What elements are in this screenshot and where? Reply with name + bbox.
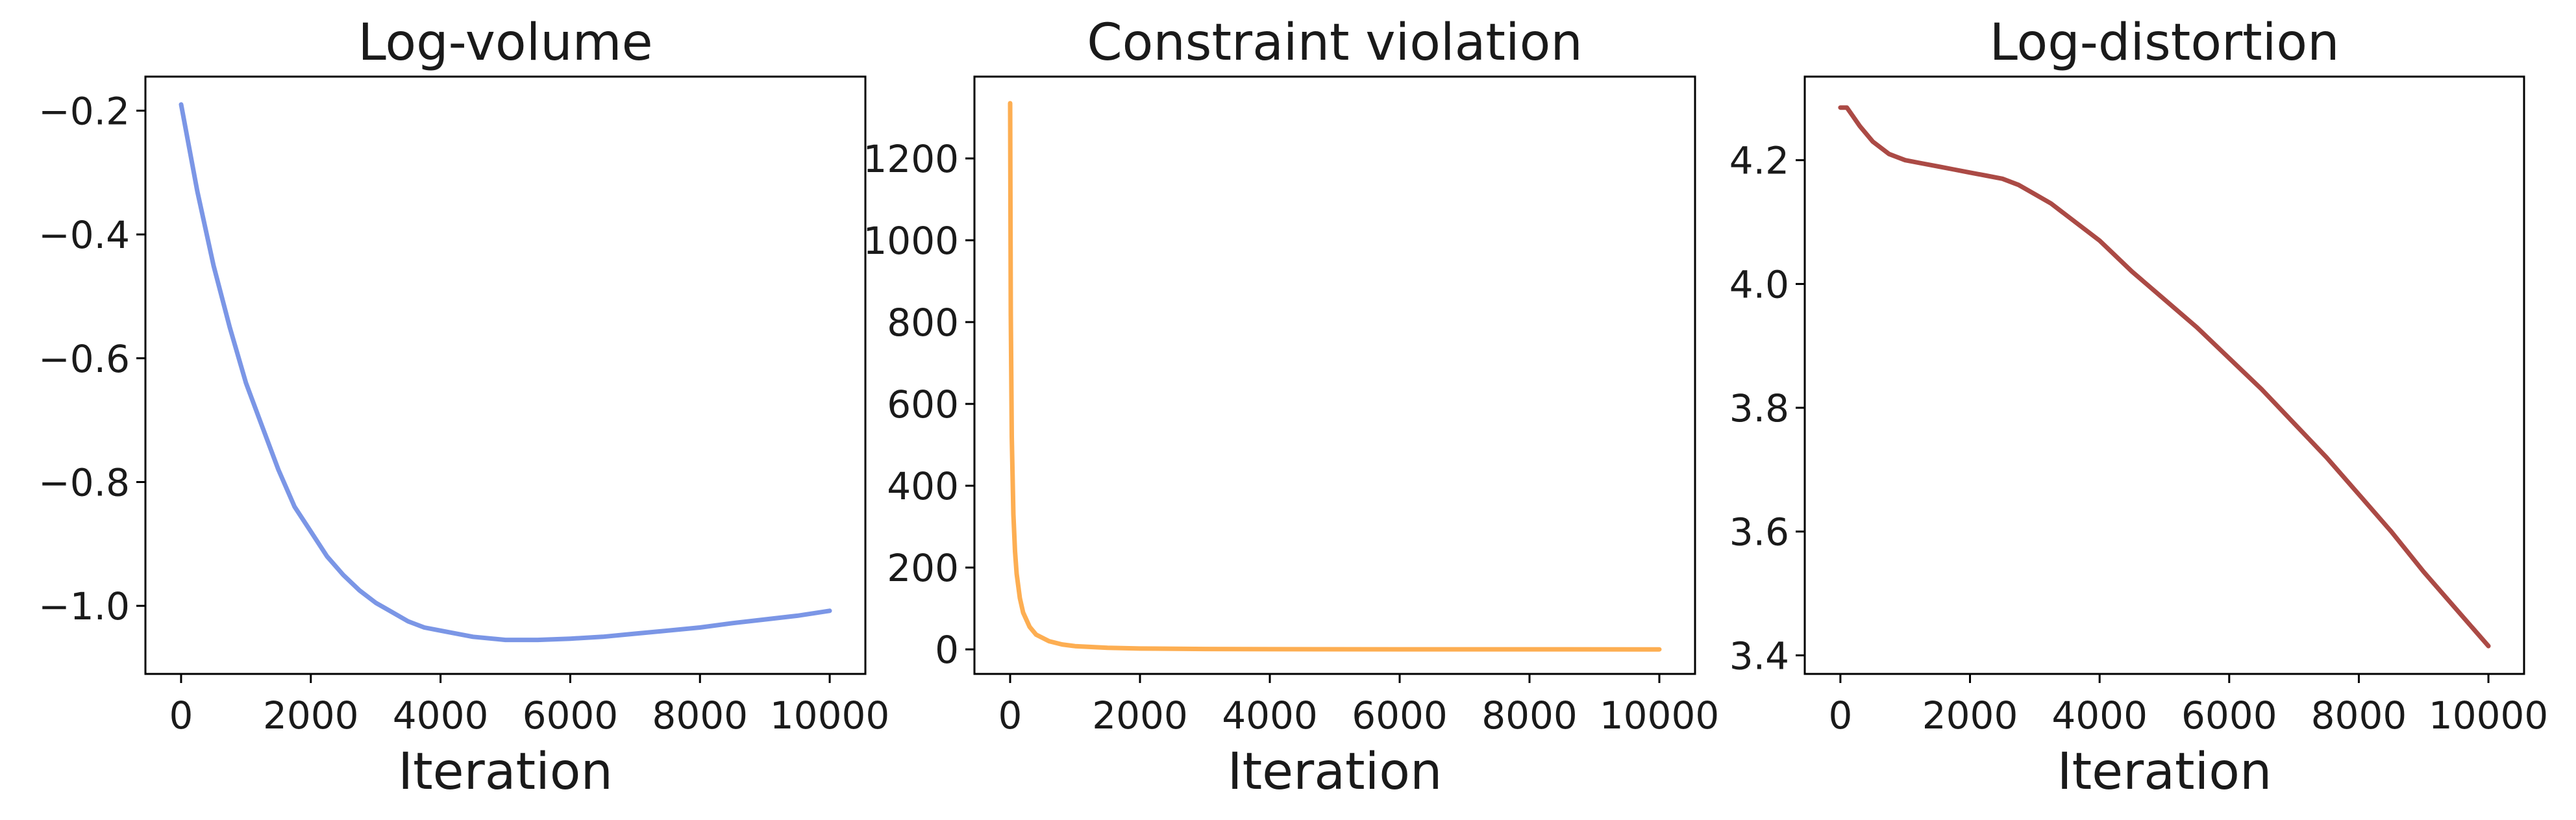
x-tick-label: 4000 (1222, 693, 1318, 738)
x-tick-label: 10000 (770, 693, 890, 738)
x-tick-label: 6000 (523, 693, 619, 738)
y-tick-label: 3.8 (1729, 386, 1789, 430)
y-tick-label: 4.0 (1729, 262, 1789, 306)
x-tick-label: 0 (998, 693, 1022, 738)
x-tick-label: 4000 (2051, 693, 2148, 738)
y-tick-label: 3.4 (1729, 634, 1789, 678)
chart-panel-1: 0 2000 4000 6000 8000 10000 −1.0 −0.8 −0.6 −0.4 −0… (38, 14, 889, 801)
chart-title: Log-distortion (1989, 14, 2339, 72)
y-tick-label: −0.2 (38, 89, 130, 133)
x-tick-label: 10000 (1600, 693, 1720, 738)
x-axis-label: Iteration (2057, 743, 2272, 801)
x-tick-label: 4000 (393, 693, 489, 738)
x-tick-label: 6000 (1352, 693, 1448, 738)
y-tick-label: −0.6 (38, 337, 130, 381)
chart-panel-2: 0 2000 4000 6000 8000 10000 0 200 400 600 800 1000 1… (863, 14, 1719, 801)
y-tick-label: 1000 (863, 219, 959, 263)
plot-frame (144, 75, 867, 675)
series-line-1 (1008, 101, 1662, 652)
y-tick-label: 600 (887, 382, 959, 427)
x-tick-label: 8000 (2311, 693, 2407, 738)
y-tick-label: 4.2 (1729, 139, 1789, 183)
plot-frame (1803, 75, 2525, 675)
x-tick-label: 8000 (652, 693, 748, 738)
series-line-1 (1838, 105, 2491, 649)
chart-panel-3: 0 2000 4000 6000 8000 10000 3.4 3.6 3.8 4.0 4.2 Log… (1729, 14, 2549, 801)
series-line-1 (179, 102, 832, 643)
x-tick-label: 2000 (263, 693, 359, 738)
x-tick-label: 8000 (1481, 693, 1578, 738)
x-tick-label: 2000 (1922, 693, 2018, 738)
y-tick-label: 1200 (863, 137, 959, 181)
y-tick-label: 800 (887, 301, 959, 345)
x-axis-label: Iteration (1228, 743, 1443, 801)
y-tick-label: 0 (935, 628, 959, 672)
y-tick-label: 400 (887, 464, 959, 508)
y-tick-label: −1.0 (38, 584, 130, 628)
x-tick-label: 0 (169, 693, 193, 738)
x-tick-label: 6000 (2181, 693, 2277, 738)
x-tick-label: 2000 (1092, 693, 1188, 738)
y-tick-label: −0.8 (38, 460, 130, 504)
x-tick-label: 0 (1828, 693, 1852, 738)
x-axis-label: Iteration (398, 743, 613, 801)
y-tick-label: 3.6 (1729, 510, 1789, 554)
y-tick-label: 200 (887, 546, 959, 590)
y-tick-label: −0.4 (38, 213, 130, 257)
plot-frame (973, 75, 1696, 675)
x-tick-label: 10000 (2429, 693, 2549, 738)
chart-title: Constraint violation (1087, 14, 1583, 72)
chart-title: Log-volume (358, 14, 652, 72)
